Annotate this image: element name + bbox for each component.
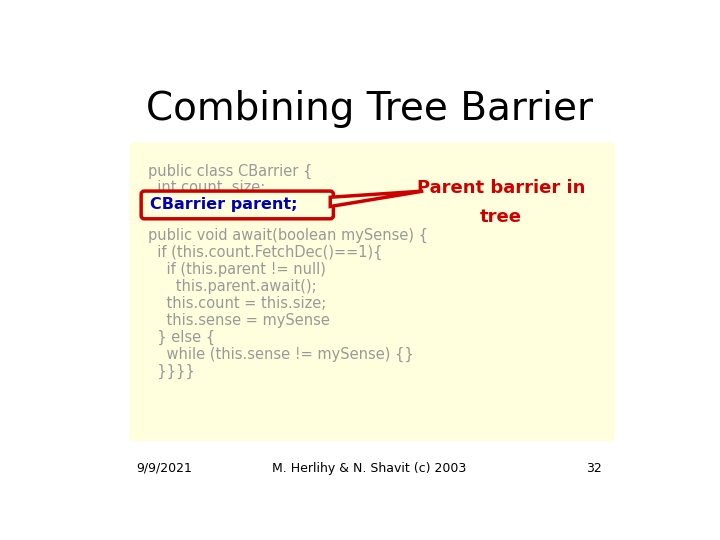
Text: int count, size;: int count, size;: [148, 180, 266, 195]
Text: this.sense = mySense: this.sense = mySense: [148, 313, 330, 328]
Text: 9/9/2021: 9/9/2021: [137, 462, 192, 475]
Text: Parent barrier in: Parent barrier in: [417, 179, 585, 197]
Text: M. Herlihy & N. Shavit (c) 2003: M. Herlihy & N. Shavit (c) 2003: [272, 462, 466, 475]
Text: Combining Tree Barrier: Combining Tree Barrier: [145, 91, 593, 129]
Text: public void await(boolean mySense) {: public void await(boolean mySense) {: [148, 228, 428, 243]
FancyBboxPatch shape: [130, 143, 615, 441]
Polygon shape: [330, 191, 423, 206]
Text: 32: 32: [586, 462, 601, 475]
Text: this.parent.await();: this.parent.await();: [148, 279, 317, 294]
Text: if (this.count.FetchDec()==1){: if (this.count.FetchDec()==1){: [148, 245, 382, 260]
Text: } else {: } else {: [148, 329, 215, 345]
Text: }}}}: }}}}: [148, 363, 195, 379]
Text: tree: tree: [480, 208, 522, 226]
Text: this.count = this.size;: this.count = this.size;: [148, 296, 326, 310]
Text: public class CBarrier {: public class CBarrier {: [148, 164, 312, 179]
Text: while (this.sense != mySense) {}: while (this.sense != mySense) {}: [148, 347, 414, 362]
Text: if (this.parent != null): if (this.parent != null): [148, 262, 326, 277]
Text: CBarrier parent;: CBarrier parent;: [150, 198, 298, 212]
FancyBboxPatch shape: [141, 191, 333, 219]
